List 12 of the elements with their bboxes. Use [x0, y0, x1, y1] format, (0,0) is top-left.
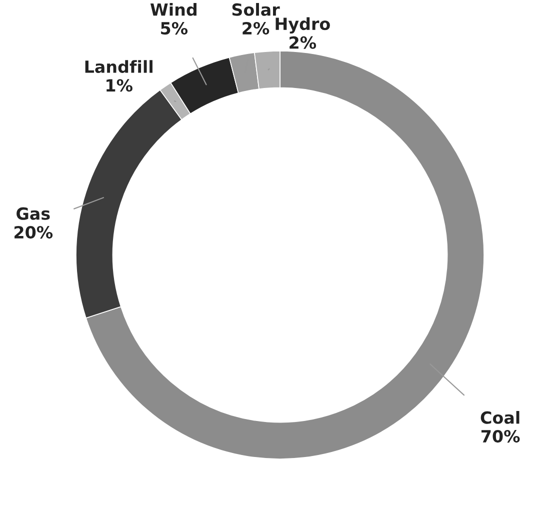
slice-label: Wind [150, 3, 196, 16]
data-label: 20% [14, 226, 53, 239]
slice-label: Coal [480, 411, 520, 424]
data-label: 2% [242, 22, 270, 35]
slice-label: Hydro [276, 17, 330, 34]
slice-label: Landfill [85, 60, 152, 74]
data-label: 2% [290, 36, 316, 49]
slice-label: Gas [16, 207, 50, 220]
data-label: 1% [106, 79, 132, 92]
data-label: 70% [481, 430, 520, 443]
slice-label: Solar [232, 3, 280, 16]
data-label: 5% [161, 22, 188, 35]
